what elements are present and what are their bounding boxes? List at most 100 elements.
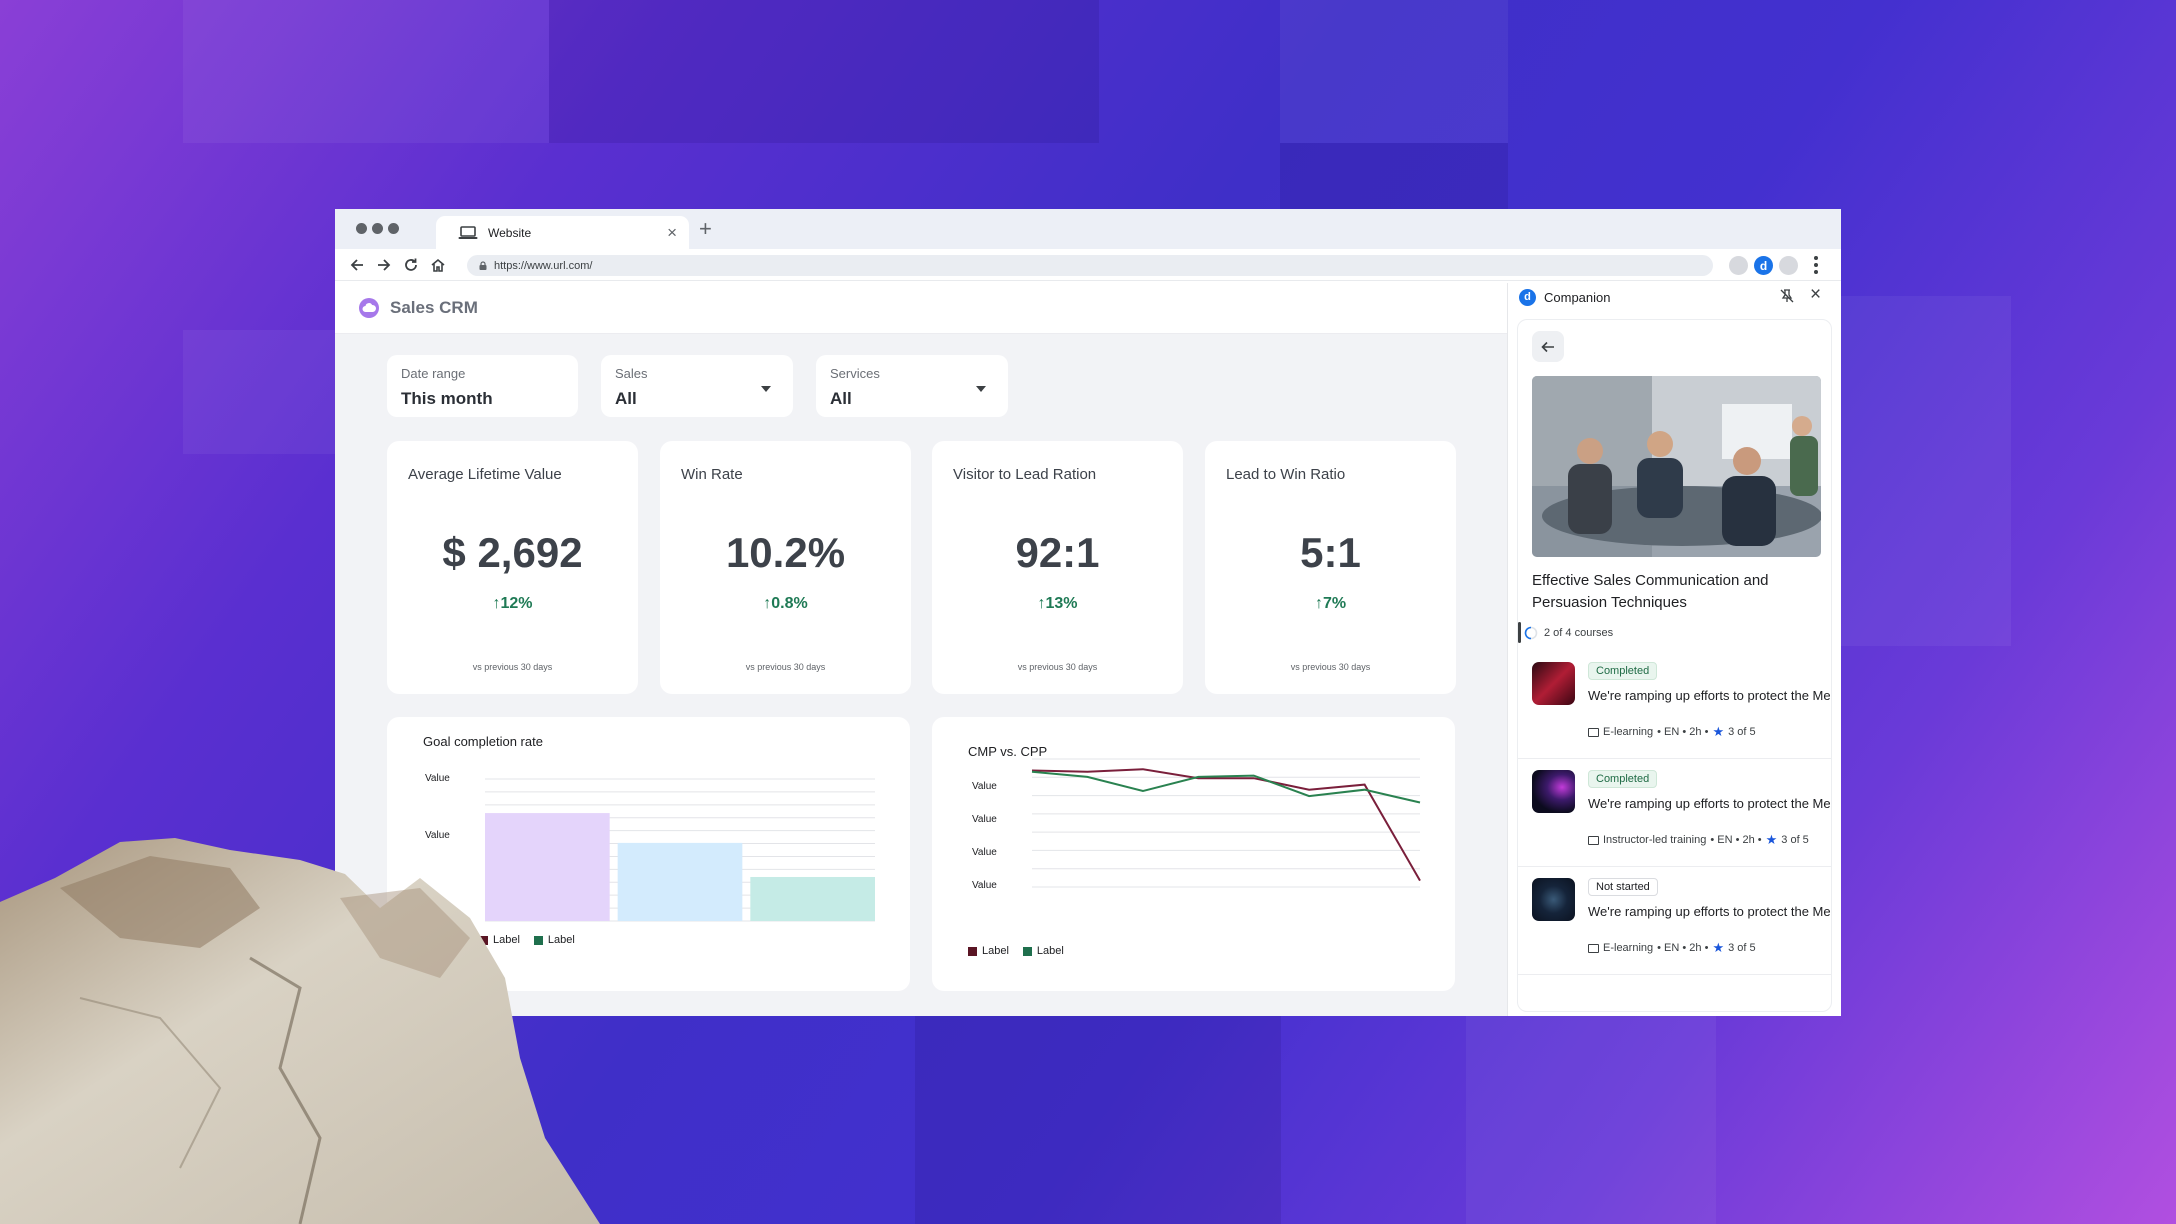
dropdown-caret-icon <box>976 386 986 392</box>
cmp-vs-cpp-chart: CMP vs. CPP Value Value Value Value Label La… <box>932 717 1455 991</box>
background-tile <box>183 0 549 143</box>
url-field[interactable]: https://www.url.com/ <box>467 255 1713 276</box>
legend-swatch <box>1022 946 1032 956</box>
star-icon: ★ <box>1712 940 1725 955</box>
back-button[interactable] <box>1532 331 1564 362</box>
progress-text: 2 of 4 courses <box>1544 626 1614 639</box>
legend-swatch <box>479 935 488 945</box>
date-range-filter[interactable]: Date range This month <box>387 355 578 417</box>
course-meta: E-learning • EN • 2h • ★ 3 of 5 <box>1588 724 1756 740</box>
course-list-item[interactable]: Completed We're ramping up efforts to pr… <box>1518 759 1831 867</box>
course-thumbnail <box>1532 662 1575 705</box>
course-thumbnail <box>1532 878 1575 921</box>
filter-value: All <box>830 389 852 408</box>
course-meta: E-learning • EN • 2h • ★ 3 of 5 <box>1588 940 1756 956</box>
line-chart-plot: Value Value Value Value <box>972 758 1421 891</box>
legend-item: Label <box>533 934 575 946</box>
course-thumbnail <box>1532 770 1575 813</box>
elearning-icon <box>1588 727 1599 737</box>
reload-icon[interactable] <box>400 254 422 276</box>
course-meta-text: • EN • 2h • <box>1710 834 1762 846</box>
course-list-item[interactable]: Not started We're ramping up efforts to … <box>1518 867 1831 975</box>
new-tab-button[interactable]: + <box>699 216 712 241</box>
kpi-title: Average Lifetime Value <box>408 466 562 483</box>
back-arrow-icon[interactable] <box>346 254 368 276</box>
course-type: Instructor-led training <box>1603 834 1707 846</box>
companion-header: d Companion × <box>1508 283 1841 311</box>
filter-value: This month <box>401 389 493 408</box>
kpi-card-lifetime-value: Average Lifetime Value $ 2,692 ↑12% vs p… <box>387 441 638 694</box>
kpi-card-visitor-lead: Visitor to Lead Ration 92:1 ↑13% vs prev… <box>932 441 1183 694</box>
kpi-subtitle: vs previous 30 days <box>472 662 553 672</box>
companion-title: Companion <box>1544 289 1611 305</box>
address-bar: https://www.url.com/ d <box>335 249 1841 281</box>
kpi-change: ↑13% <box>1037 595 1078 612</box>
background-tile <box>1280 143 1508 209</box>
dropdown-caret-icon <box>761 386 771 392</box>
status-badge: Not started <box>1588 878 1658 896</box>
filter-label: Sales <box>615 366 648 381</box>
legend-item: Label <box>1022 945 1064 957</box>
back-arrow-icon <box>1541 341 1554 352</box>
background-tile <box>183 330 335 454</box>
legend-item: Label <box>968 945 1009 957</box>
progress-ring-icon <box>1524 626 1538 639</box>
scroll-indicator <box>1518 622 1521 643</box>
background-tile <box>915 1016 1281 1224</box>
companion-panel: d Companion × <box>1507 283 1841 1016</box>
background-tile <box>549 0 1099 143</box>
services-filter[interactable]: Services All <box>816 355 1008 417</box>
browser-menu-icon[interactable] <box>1813 256 1819 274</box>
course-rating: 3 of 5 <box>1781 834 1809 846</box>
profile-avatar[interactable] <box>1729 256 1748 275</box>
window-controls[interactable] <box>356 223 399 234</box>
kpi-value: 92:1 <box>1015 529 1100 576</box>
kpi-title: Win Rate <box>681 466 743 483</box>
bar <box>485 813 610 921</box>
course-meta-text: • EN • 2h • <box>1657 942 1709 954</box>
kpi-value: 5:1 <box>1300 529 1361 576</box>
star-icon: ★ <box>1765 832 1778 847</box>
bar <box>750 876 875 921</box>
course-description: We're ramping up efforts to protect the … <box>1588 904 1831 919</box>
unpin-icon[interactable] <box>1780 289 1794 303</box>
instructor-led-icon <box>1588 835 1599 845</box>
chart-title: Goal completion rate <box>423 734 543 749</box>
kpi-title: Visitor to Lead Ration <box>953 466 1097 483</box>
course-rating: 3 of 5 <box>1728 726 1756 738</box>
legend-label: Label <box>982 945 1009 957</box>
tab-close-icon[interactable]: × <box>667 223 677 242</box>
crm-page: Sales CRM Date range This month Sales Al… <box>335 283 1507 1016</box>
chart-legend: Label Label <box>968 945 1064 957</box>
course-rating: 3 of 5 <box>1728 942 1756 954</box>
app-title: Sales CRM <box>390 298 478 317</box>
bar-chart-plot: Value Value <box>425 773 875 922</box>
browser-window: Website × + https://www.url.com/ d <box>335 209 1841 1016</box>
extension-avatar[interactable] <box>1779 256 1798 275</box>
sales-filter[interactable]: Sales All <box>601 355 793 417</box>
course-hero-image[interactable] <box>1532 376 1821 557</box>
course-meta-text: • EN • 2h • <box>1657 726 1709 738</box>
kpi-value: $ 2,692 <box>442 529 583 576</box>
kpi-change: ↑7% <box>1314 595 1347 612</box>
companion-extension-icon[interactable]: d <box>1754 256 1773 275</box>
companion-logo-icon: d <box>1519 288 1536 306</box>
background-tile <box>1841 296 2011 646</box>
kpi-title: Lead to Win Ratio <box>1226 466 1346 483</box>
course-list-item[interactable]: Completed We're ramping up efforts to pr… <box>1518 651 1831 759</box>
status-badge: Completed <box>1588 770 1658 788</box>
forward-arrow-icon[interactable] <box>373 254 395 276</box>
background-tile <box>1280 0 1508 143</box>
legend-label: Label <box>547 934 575 946</box>
legend-swatch <box>968 946 977 956</box>
browser-tab[interactable]: Website × <box>436 216 689 249</box>
close-icon[interactable]: × <box>1810 284 1822 305</box>
home-icon[interactable] <box>427 254 449 276</box>
companion-content: Effective Sales Communication and Persua… <box>1517 319 1832 1012</box>
kpi-subtitle: vs previous 30 days <box>1017 662 1098 672</box>
y-tick-label: Value <box>425 773 450 784</box>
legend-label: Label <box>493 934 520 946</box>
app-header: Sales CRM <box>335 283 1507 334</box>
status-badge: Completed <box>1588 662 1658 680</box>
legend-label: Label <box>1036 945 1064 957</box>
